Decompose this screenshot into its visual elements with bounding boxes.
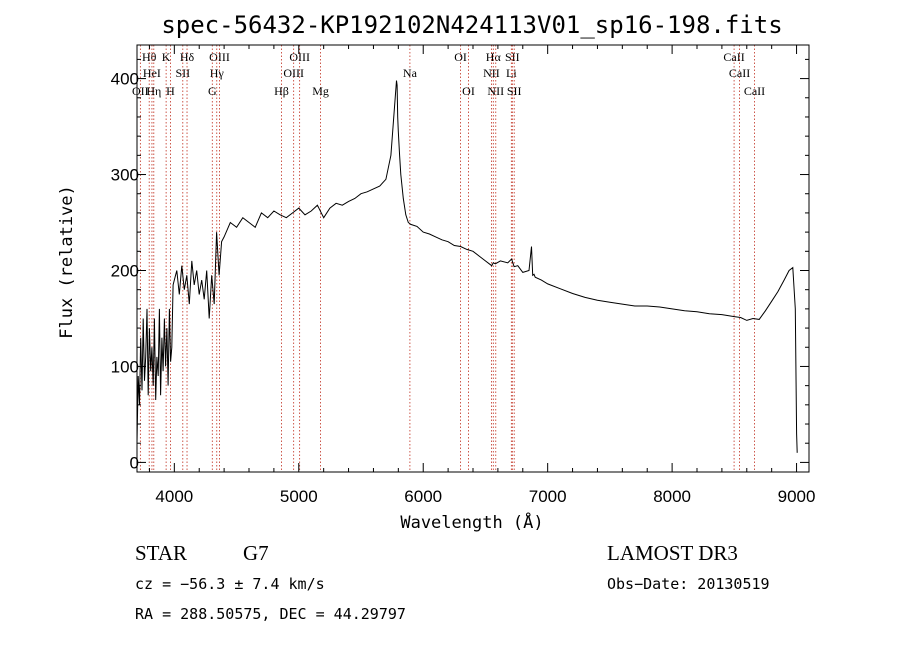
spectral-line-label: OII [132, 84, 149, 98]
spectral-line-label: Hη [146, 84, 161, 98]
spectral-line-label: Hα [486, 50, 502, 64]
x-axis-label: Wavelength (Å) [400, 511, 543, 533]
spectral-line-label: Na [403, 66, 418, 80]
spectral-line-label: OIII [289, 50, 310, 64]
x-tick-label: 7000 [529, 487, 567, 506]
plot-frame [136, 44, 810, 473]
y-axis-label: Flux (relative) [57, 185, 77, 339]
spectral-line-label: Hδ [180, 50, 195, 64]
spectral-line-label: OI [454, 50, 467, 64]
x-tick-label: 5000 [280, 487, 318, 506]
spectral-line-label: Hθ [142, 50, 157, 64]
ra-dec-coordinates: RA = 288.50575, DEC = 44.29797 [135, 605, 406, 623]
spectral-line-label: NII [483, 66, 500, 80]
spectral-line-label: CaII [744, 84, 765, 98]
spectral-line-label: Li [506, 66, 517, 80]
x-tick-label: 6000 [404, 487, 442, 506]
y-tick-label: 100 [111, 357, 139, 376]
x-tick-label: 4000 [155, 487, 193, 506]
spectral-line-label: HeI [143, 66, 161, 80]
chart-title: spec-56432-KP192102N424113V01_sp16-198.f… [161, 11, 782, 39]
survey-name: LAMOST DR3 [607, 541, 738, 565]
y-tick-label: 0 [130, 453, 139, 472]
spectral-line-label: OIII [209, 50, 230, 64]
y-tick-label: 300 [111, 166, 139, 185]
observation-date: Obs−Date: 20130519 [607, 575, 770, 593]
x-axis-ticks: 4000 5000 6000 7000 8000 9000 [148, 45, 816, 506]
y-tick-label: 200 [111, 261, 139, 280]
spectral-line-label: G [208, 84, 217, 98]
spectral-line-label: SII [175, 66, 190, 80]
spectrum-series-line [136, 80, 798, 453]
y-tick-label: 400 [111, 70, 139, 89]
spectral-line-label: Hβ [274, 84, 289, 98]
spectral-line-label: OI [462, 84, 475, 98]
x-tick-label: 8000 [653, 487, 691, 506]
redshift-velocity: cz = −56.3 ± 7.4 km/s [135, 575, 325, 593]
spectral-line-label: SII [507, 84, 522, 98]
spectral-line-label: Hγ [210, 66, 225, 80]
object-subclass: G7 [243, 541, 269, 565]
spectral-line-label: H [166, 84, 175, 98]
spectral-line-label: K [162, 50, 171, 64]
spectral-line-label: OIII [283, 66, 304, 80]
spectral-line-label: SII [505, 50, 520, 64]
spectral-line-label: Mg [312, 84, 329, 98]
spectral-line-label: NII [487, 84, 504, 98]
spectral-line-label: CaII [729, 66, 750, 80]
object-class: STAR [135, 541, 187, 565]
spectral-line-label: CaII [723, 50, 744, 64]
x-tick-label: 9000 [778, 487, 816, 506]
y-axis-ticks: 0 100 200 300 400 [111, 58, 809, 472]
